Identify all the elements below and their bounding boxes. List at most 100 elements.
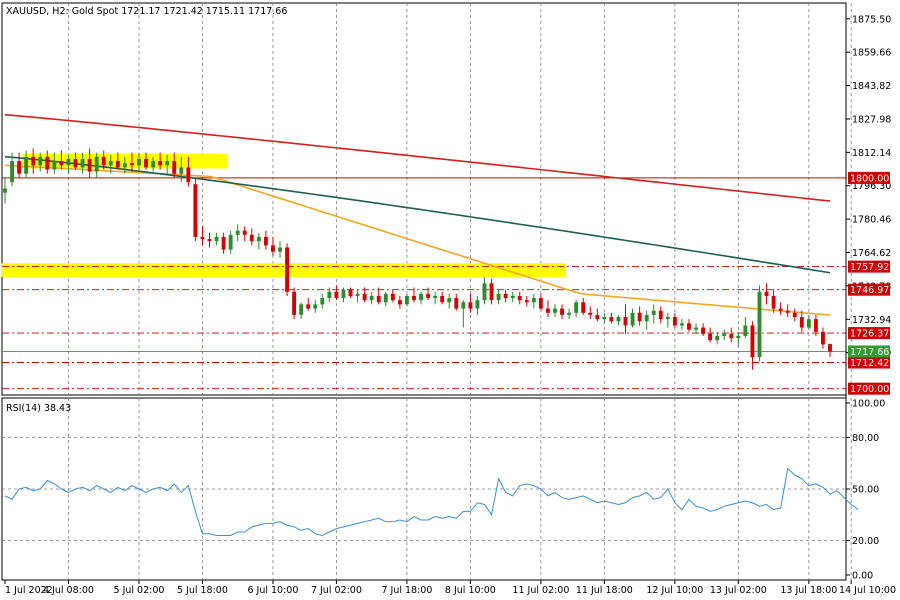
bear-candle[interactable] <box>454 298 459 309</box>
bull-candle[interactable] <box>94 156 99 172</box>
bull-candle[interactable] <box>122 163 127 168</box>
bull-candle[interactable] <box>256 236 261 242</box>
bear-candle[interactable] <box>59 161 64 166</box>
bull-candle[interactable] <box>694 327 698 330</box>
bull-candle[interactable] <box>757 291 762 358</box>
bear-candle[interactable] <box>609 317 614 322</box>
bear-candle[interactable] <box>764 291 769 296</box>
bear-candle[interactable] <box>517 295 522 301</box>
bear-candle[interactable] <box>249 234 254 242</box>
bear-candle[interactable] <box>397 300 402 305</box>
bear-candle[interactable] <box>412 295 416 301</box>
bull-candle[interactable] <box>651 310 656 315</box>
bear-candle[interactable] <box>813 319 818 332</box>
bull-candle[interactable] <box>743 325 748 336</box>
bear-candle[interactable] <box>538 298 543 309</box>
bear-candle[interactable] <box>101 156 106 166</box>
bull-candle[interactable] <box>567 312 572 315</box>
bear-candle[interactable] <box>376 295 381 303</box>
bear-candle[interactable] <box>73 158 78 168</box>
bear-candle[interactable] <box>348 289 353 296</box>
bull-candle[interactable] <box>313 304 318 309</box>
bull-candle[interactable] <box>574 302 579 313</box>
bear-candle[interactable] <box>45 156 50 170</box>
bull-candle[interactable] <box>475 300 480 309</box>
bear-candle[interactable] <box>771 295 776 309</box>
bull-candle[interactable] <box>383 293 388 303</box>
bear-candle[interactable] <box>390 293 395 301</box>
bear-candle[interactable] <box>362 293 367 301</box>
bear-candle[interactable] <box>292 291 297 315</box>
bear-candle[interactable] <box>468 302 473 309</box>
bull-candle[interactable] <box>447 298 452 303</box>
bull-candle[interactable] <box>531 298 536 303</box>
bear-candle[interactable] <box>708 333 713 341</box>
bear-candle[interactable] <box>129 163 134 166</box>
bear-candle[interactable] <box>729 333 734 339</box>
bear-candle[interactable] <box>503 293 508 299</box>
bear-candle[interactable] <box>821 331 825 345</box>
bear-candle[interactable] <box>440 295 445 303</box>
bull-candle[interactable] <box>369 295 374 301</box>
bear-candle[interactable] <box>17 161 22 174</box>
bear-candle[interactable] <box>588 312 593 315</box>
bear-candle[interactable] <box>799 317 804 328</box>
bull-candle[interactable] <box>630 312 635 326</box>
bear-candle[interactable] <box>637 312 642 322</box>
bear-candle[interactable] <box>87 158 92 172</box>
bear-candle[interactable] <box>271 245 275 252</box>
bull-candle[interactable] <box>228 234 233 250</box>
bull-candle[interactable] <box>327 291 332 299</box>
bull-candle[interactable] <box>510 295 515 299</box>
bull-candle[interactable] <box>38 156 43 166</box>
bull-candle[interactable] <box>179 167 184 174</box>
bear-candle[interactable] <box>221 236 226 250</box>
bear-candle[interactable] <box>242 230 247 235</box>
bear-candle[interactable] <box>158 161 163 166</box>
bull-candle[interactable] <box>299 304 304 315</box>
bear-candle[interactable] <box>186 167 191 183</box>
bear-candle[interactable] <box>524 300 529 303</box>
bull-candle[interactable] <box>602 317 607 320</box>
bear-candle[interactable] <box>595 314 600 320</box>
bear-candle[interactable] <box>263 236 268 246</box>
bull-candle[interactable] <box>80 158 85 168</box>
bear-candle[interactable] <box>31 156 36 166</box>
bear-candle[interactable] <box>306 304 311 309</box>
bear-candle[interactable] <box>750 325 755 358</box>
bull-candle[interactable] <box>644 314 649 322</box>
bear-candle[interactable] <box>426 293 431 299</box>
bear-candle[interactable] <box>193 184 198 237</box>
bear-candle[interactable] <box>285 247 289 292</box>
bear-candle[interactable] <box>144 158 148 168</box>
bull-candle[interactable] <box>66 158 71 166</box>
bull-candle[interactable] <box>715 335 720 341</box>
bull-candle[interactable] <box>320 298 325 305</box>
bear-candle[interactable] <box>658 310 663 320</box>
bull-candle[interactable] <box>404 295 409 305</box>
bull-candle[interactable] <box>496 293 501 301</box>
bull-candle[interactable] <box>214 236 219 242</box>
bear-candle[interactable] <box>581 302 586 313</box>
bull-candle[interactable] <box>433 295 438 299</box>
bull-candle[interactable] <box>355 293 360 296</box>
bear-candle[interactable] <box>623 317 628 326</box>
bull-candle[interactable] <box>806 319 811 328</box>
bear-candle[interactable] <box>687 323 691 330</box>
bull-candle[interactable] <box>108 161 113 166</box>
bear-candle[interactable] <box>560 308 564 315</box>
bull-candle[interactable] <box>3 188 7 193</box>
bull-candle[interactable] <box>665 317 670 320</box>
bull-candle[interactable] <box>165 161 170 166</box>
bear-candle[interactable] <box>334 291 339 299</box>
bear-candle[interactable] <box>546 308 550 313</box>
bull-candle[interactable] <box>10 161 14 183</box>
bull-candle[interactable] <box>341 289 346 299</box>
bear-candle[interactable] <box>172 161 177 174</box>
bull-candle[interactable] <box>419 293 423 301</box>
bear-candle[interactable] <box>785 310 790 313</box>
bear-candle[interactable] <box>828 344 832 352</box>
bull-candle[interactable] <box>137 158 141 166</box>
bear-candle[interactable] <box>792 312 797 318</box>
bull-candle[interactable] <box>722 333 727 336</box>
